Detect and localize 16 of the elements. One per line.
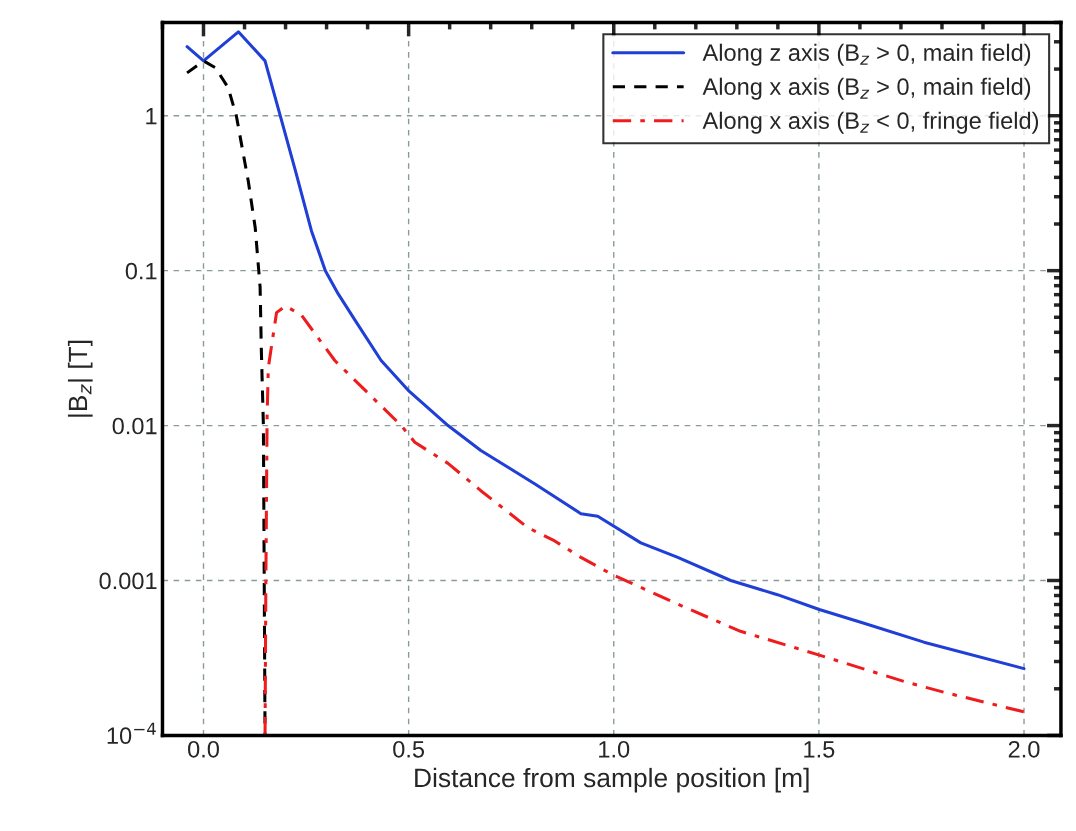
x-tick-label: 1.5: [804, 741, 835, 758]
y-tick-label: 0.01: [112, 417, 157, 435]
x-axis-title: Distance from sample position [m]: [415, 767, 809, 793]
legend-label: Along x axis (B$_{z}$ > 0, main field): [702, 77, 1031, 100]
line-series: [263, 304, 1026, 736]
legend-label: Along z axis (B$_{z}$ > 0, main field): [702, 43, 1031, 66]
y-axis-title: |B$_{z}$| [T]: [67, 340, 93, 417]
x-tick-label: 1.0: [599, 740, 630, 758]
x-tick-label: 2.0: [1008, 740, 1040, 758]
y-tick-label: 0.001: [99, 572, 157, 590]
legend-label: Along x axis (B$_{z}$ < 0, fringe field): [702, 111, 1039, 134]
y-tick-label: 1: [146, 108, 157, 125]
x-tick-label: 0.5: [393, 740, 425, 758]
x-tick-label: 0.0: [188, 740, 219, 758]
y-tick-label: 0.1: [125, 262, 157, 280]
y-tick-label: 10$^{−4}$: [107, 722, 156, 745]
